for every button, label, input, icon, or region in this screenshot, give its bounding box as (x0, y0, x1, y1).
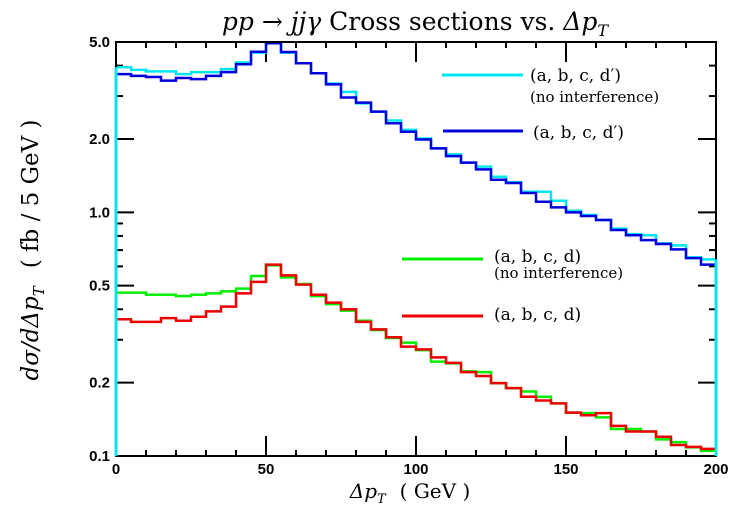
xlabel-unit: ( GeV ) (400, 479, 471, 503)
tick-labels: 0 50 100 150 200 0.1 0.2 0.5 1.0 2.0 5.0 (89, 34, 728, 478)
x-tick-label: 200 (703, 461, 728, 478)
y-tick-label: 0.5 (89, 278, 110, 295)
y-tick-label: 2.0 (89, 131, 110, 148)
series-blue (116, 42, 716, 266)
y-tick-label: 1.0 (89, 204, 110, 221)
y-axis-label: dσ/dΔpT ( fb / 5 GeV ) (18, 120, 48, 381)
legend-label-blue: (a, b, c, d′) (533, 123, 624, 143)
chart-title: pp → jjγ Cross sections vs. ΔpT (222, 7, 610, 40)
legend-note-cyan: (no interference) (530, 88, 659, 106)
title-var: Δp (562, 7, 597, 36)
title-text: Cross sections vs. (321, 7, 563, 36)
legend: (a, b, c, d′) (no interference) (a, b, c… (402, 66, 659, 325)
legend-label-red: (a, b, c, d) (494, 305, 581, 325)
title-process: pp → jjγ (222, 7, 321, 36)
xlabel-var: Δp (349, 479, 377, 503)
y-tick-label: 0.2 (89, 375, 110, 392)
title-sub: T (597, 21, 609, 40)
xlabel-sub: T (377, 492, 387, 505)
ylabel-unit: ( fb / 5 GeV ) (18, 120, 44, 269)
legend-label-cyan: (a, b, c, d′) (530, 66, 621, 86)
legend-note-green: (no interference) (494, 264, 623, 282)
ylabel-sub: T (30, 285, 48, 296)
series-red (116, 263, 716, 451)
ylabel-var: dσ/dΔp (18, 296, 44, 381)
x-axis-label: ΔpT ( GeV ) (349, 479, 471, 505)
x-tick-label: 150 (553, 461, 578, 478)
series-group (116, 42, 716, 453)
series-edges (114, 67, 718, 456)
series-green-no-interference (116, 264, 716, 453)
legend-label-green: (a, b, c, d) (494, 247, 581, 267)
x-tick-label: 100 (403, 461, 428, 478)
y-tick-label: 0.1 (89, 448, 110, 465)
y-tick-label: 5.0 (89, 34, 110, 51)
x-tick-label: 50 (258, 461, 275, 478)
x-tick-label: 0 (112, 461, 120, 478)
